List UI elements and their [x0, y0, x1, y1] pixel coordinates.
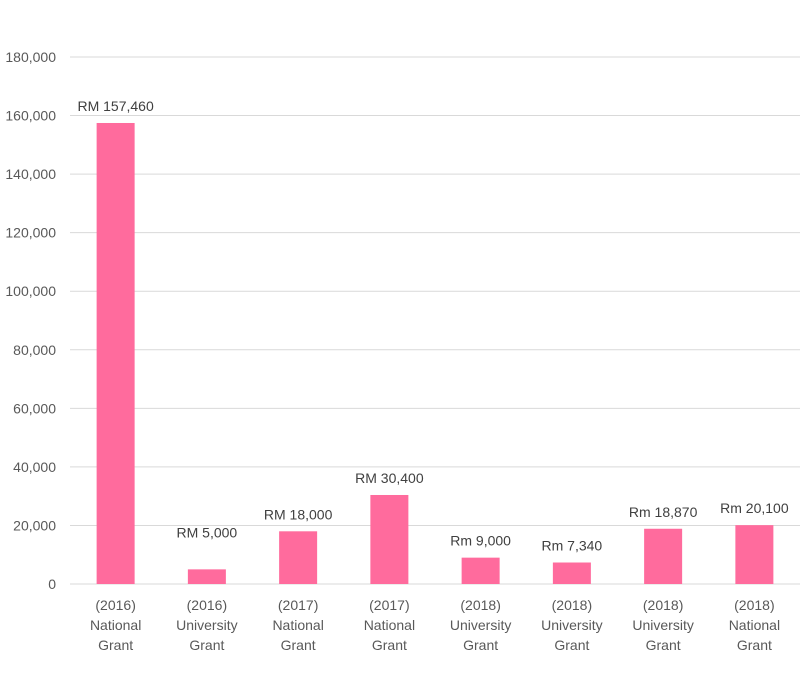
y-tick-label: 80,000	[13, 342, 56, 358]
category-label: University	[541, 617, 602, 633]
category-label: (2018)	[460, 597, 500, 613]
category-label: (2018)	[552, 597, 592, 613]
category-label: Grant	[372, 637, 407, 653]
y-tick-label: 160,000	[5, 108, 56, 124]
y-tick-label: 140,000	[5, 166, 56, 182]
y-axis-tick-labels: 0 20,000 40,000 60,000 80,000 100,000 120,000 1…	[5, 49, 56, 592]
bar	[279, 531, 318, 584]
data-label: Rm 18,870	[629, 504, 698, 520]
category-label: University	[450, 617, 511, 633]
category-label: National	[729, 617, 780, 633]
y-tick-label: 20,000	[13, 517, 56, 533]
data-label: Rm 20,100	[720, 500, 789, 516]
y-tick-label: 180,000	[5, 49, 56, 65]
bar	[370, 494, 409, 584]
category-label: Grant	[281, 637, 316, 653]
y-tick-label: 40,000	[13, 459, 56, 475]
category-label: National	[364, 617, 415, 633]
y-tick-label: 60,000	[13, 400, 56, 416]
gridlines	[70, 56, 800, 585]
category-label: National	[90, 617, 141, 633]
bar	[644, 528, 683, 584]
bars	[96, 122, 774, 584]
category-label: (2018)	[643, 597, 683, 613]
category-label: (2016)	[187, 597, 227, 613]
category-label: Grant	[737, 637, 772, 653]
category-label: Grant	[189, 637, 224, 653]
data-label: RM 30,400	[355, 470, 424, 486]
bar	[735, 525, 774, 584]
bar	[96, 122, 135, 584]
data-label: RM 18,000	[264, 506, 333, 522]
category-label: (2017)	[369, 597, 409, 613]
y-tick-label: 0	[48, 576, 56, 592]
category-label: University	[632, 617, 693, 633]
x-axis-category-labels: (2016) National Grant (2016) University Grant…	[90, 597, 780, 653]
category-label: (2018)	[734, 597, 774, 613]
data-label: Rm 9,000	[450, 533, 511, 549]
category-label: Grant	[554, 637, 589, 653]
category-label: (2017)	[278, 597, 318, 613]
category-label: Grant	[463, 637, 498, 653]
data-label: Rm 7,340	[542, 538, 603, 554]
y-tick-label: 100,000	[5, 283, 56, 299]
category-label: Grant	[646, 637, 681, 653]
category-label: Grant	[98, 637, 133, 653]
category-label: National	[272, 617, 323, 633]
bar	[461, 557, 500, 584]
bar	[552, 562, 591, 584]
category-label: University	[176, 617, 237, 633]
y-tick-label: 120,000	[5, 225, 56, 241]
data-label: RM 157,460	[77, 98, 153, 114]
category-label: (2016)	[95, 597, 135, 613]
data-label: RM 5,000	[177, 524, 238, 540]
bar	[187, 569, 226, 584]
data-labels: RM 157,460 RM 5,000 RM 18,000 RM 30,400 Rm 9…	[77, 98, 788, 554]
